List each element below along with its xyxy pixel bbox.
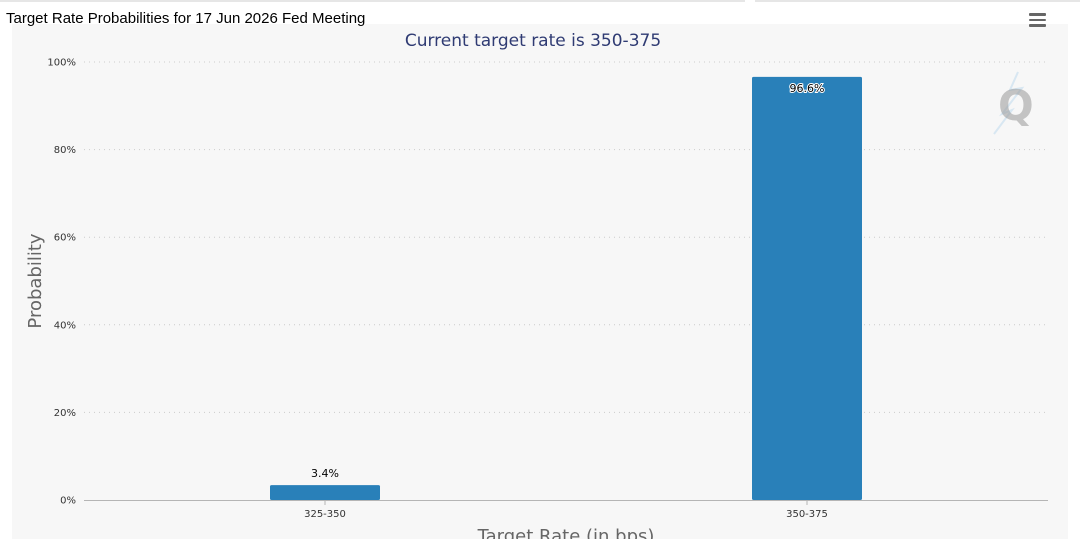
y-tick-label: 40% (54, 320, 76, 331)
x-tick-label: 350-375 (786, 509, 828, 520)
grid-lines (84, 61, 1048, 413)
hamburger-menu-icon[interactable] (1029, 13, 1046, 27)
axes (84, 500, 1048, 505)
bar-data-label: 96.6% (790, 82, 825, 95)
q-logo-icon: Q (993, 71, 1034, 135)
y-tick-label: 20% (54, 408, 76, 419)
chart-title: Current target rate is 350-375 (405, 31, 661, 51)
x-axis-title: Target Rate (in bps) (477, 526, 655, 539)
y-tick-label: 80% (54, 145, 76, 156)
y-tick-label: 0% (60, 496, 76, 507)
bar-data-label: 3.4% (311, 467, 339, 480)
y-tick-label: 100% (47, 58, 76, 69)
top-divider (755, 0, 1080, 2)
y-tick-label: 60% (54, 233, 76, 244)
bars (270, 76, 862, 500)
bar[interactable] (752, 76, 862, 500)
q-logo-letter: Q (998, 81, 1034, 130)
x-tick-label: 325-350 (304, 509, 346, 520)
bar[interactable] (270, 485, 380, 500)
page-heading: Target Rate Probabilities for 17 Jun 202… (6, 10, 366, 27)
labels: 0% 20% 40% 60% 80% 100% 325-350 3.4% 350-375 96.6… (47, 58, 827, 521)
y-axis-title: Probability (25, 233, 46, 328)
top-divider (0, 0, 745, 2)
chart-panel (12, 24, 1068, 539)
